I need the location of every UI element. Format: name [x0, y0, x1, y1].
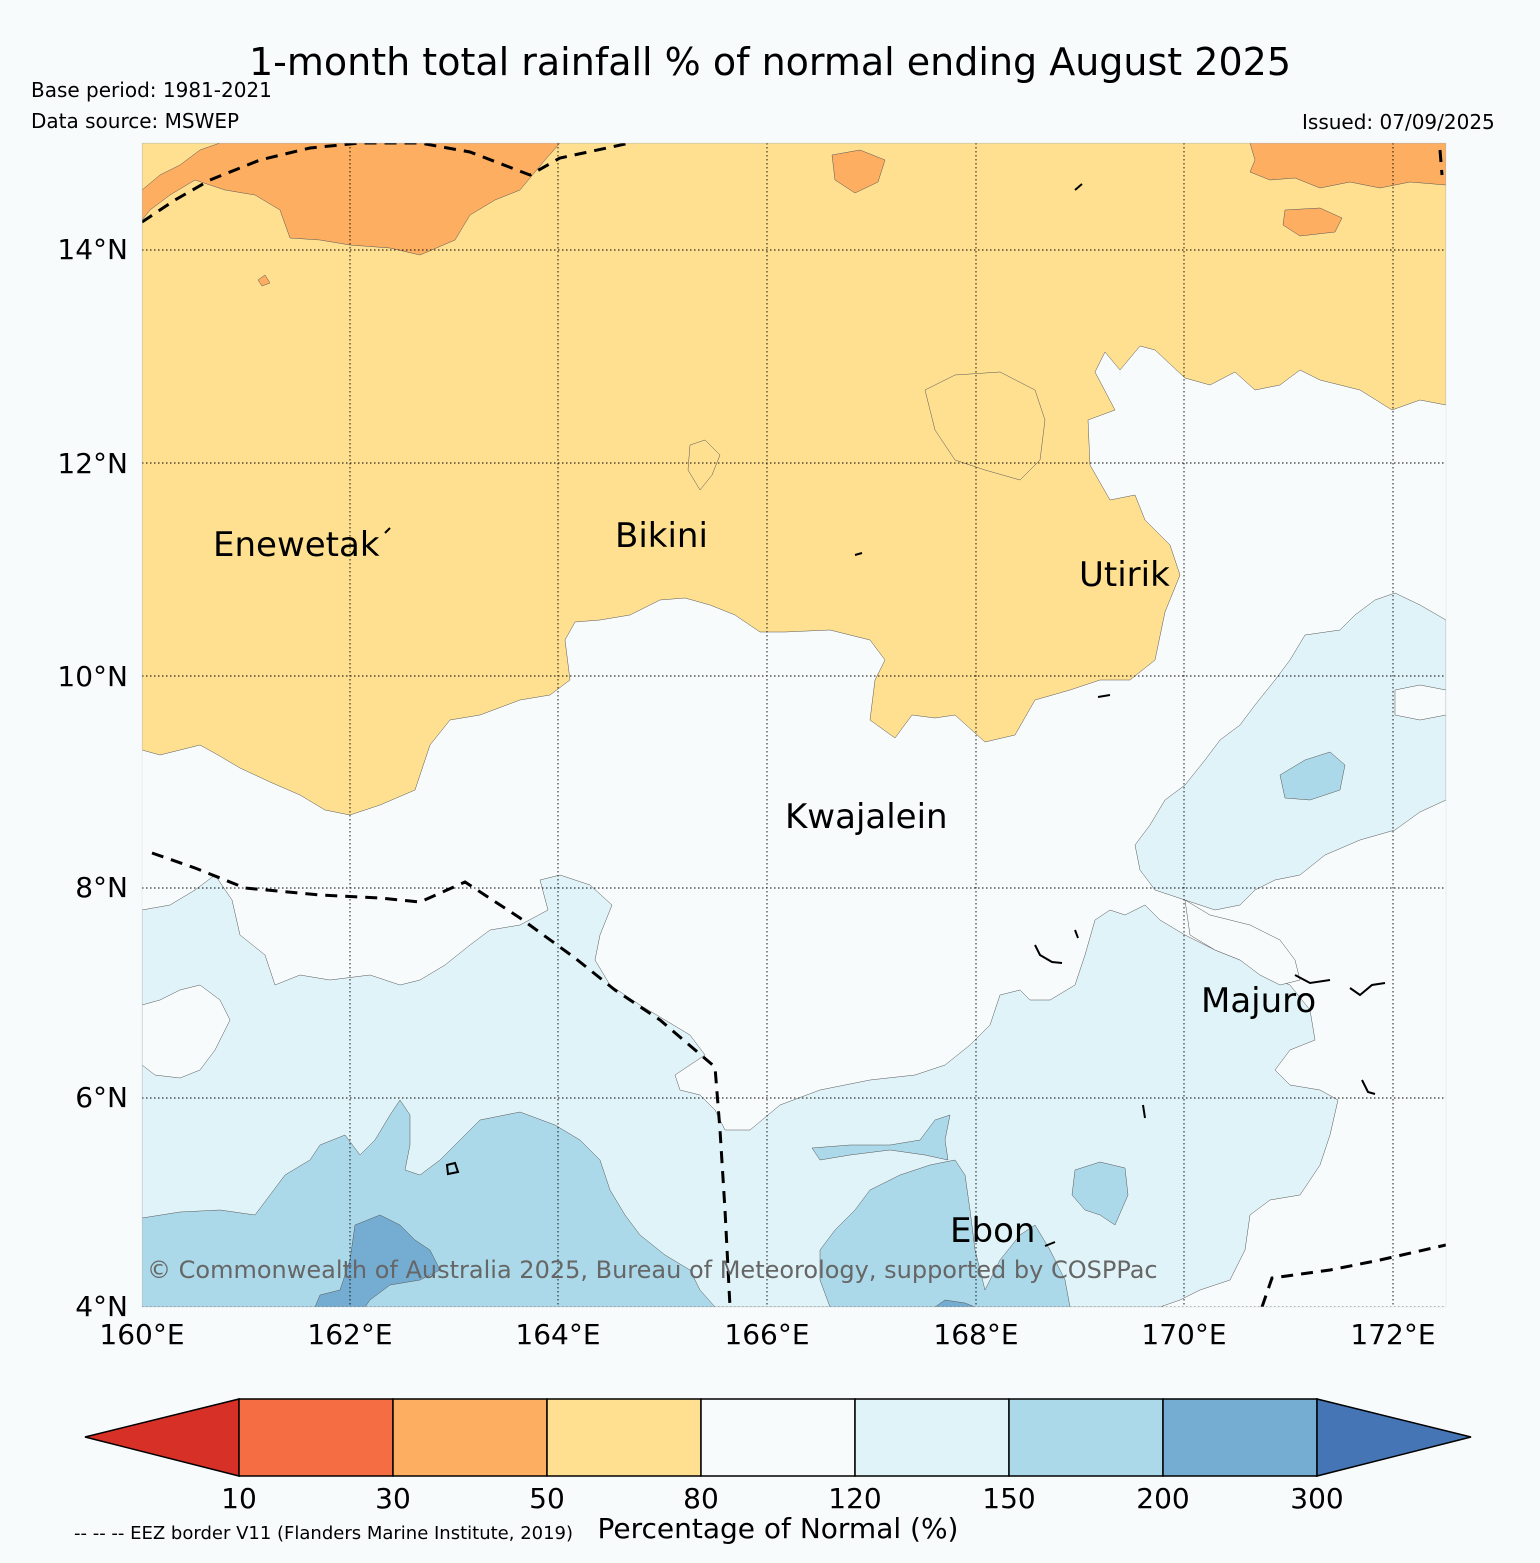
lat-tick-8n: 8°N — [75, 871, 128, 904]
rainfall-field — [142, 143, 1446, 1307]
map-frame — [141, 142, 1447, 1308]
place-label-utirik: Utirik — [1079, 555, 1170, 595]
place-label-bikini: Bikini — [615, 516, 708, 556]
lon-tick-162e: 162°E — [307, 1318, 392, 1351]
lat-tick-14n: 14°N — [57, 233, 128, 266]
lon-tick-172e: 172°E — [1350, 1318, 1435, 1351]
band-150-200-patch-b — [1279, 751, 1346, 801]
band-200-300 — [314, 1214, 441, 1307]
colorbar-segment-50-80 — [546, 1398, 702, 1477]
band-30-50 — [142, 143, 561, 256]
band-50-80-north — [142, 143, 1446, 816]
lat-tick-4n: 4°N — [75, 1290, 128, 1323]
band-150-200-center — [819, 1159, 1071, 1307]
place-label-majuro: Majuro — [1201, 981, 1316, 1021]
base-period: Base period: 1981-2021 — [31, 78, 272, 102]
place-label-kwajalein: Kwajalein — [785, 797, 948, 837]
colorbar-segment-200-300 — [1162, 1398, 1318, 1477]
colorbar-segment-80-120 — [700, 1398, 856, 1477]
colorbar-label-50: 50 — [529, 1482, 565, 1515]
colorbar-label-30: 30 — [375, 1482, 411, 1515]
colorbar-extend-high — [1316, 1398, 1472, 1477]
colorbar-label-150: 150 — [982, 1482, 1035, 1515]
band-30-50-patch-d — [257, 274, 271, 287]
colorbar-extend-low — [84, 1398, 240, 1477]
band-80-120-hole-a — [1184, 899, 1301, 986]
lat-tick-6n: 6°N — [75, 1081, 128, 1114]
colorbar-label-200: 200 — [1136, 1482, 1189, 1515]
band-30-50-patch-a — [831, 149, 886, 194]
band-150-200-strip — [811, 1114, 951, 1161]
eez-border — [142, 143, 1446, 1307]
issued-date: Issued: 07/09/2025 — [1302, 110, 1495, 134]
band-150-200-patch-a — [1071, 1161, 1129, 1226]
colorbar-label-80: 80 — [683, 1482, 719, 1515]
colorbar-label-10: 10 — [221, 1482, 257, 1515]
band-30-50-patch-c — [1282, 207, 1343, 237]
band-200-300-b — [934, 1299, 976, 1307]
band-80-120-hole-c — [1394, 684, 1446, 721]
colorbar-segment-30-50 — [392, 1398, 548, 1477]
place-label-ebon: Ebon — [950, 1211, 1035, 1251]
lon-tick-164e: 164°E — [515, 1318, 600, 1351]
lat-tick-10n: 10°N — [57, 660, 128, 693]
colorbar-segment-150-200 — [1008, 1398, 1164, 1477]
page-title: 1-month total rainfall % of normal endin… — [249, 40, 1291, 84]
band-120-150-east — [1134, 592, 1446, 911]
colorbar-label-120: 120 — [828, 1482, 881, 1515]
atoll-outlines — [384, 183, 1386, 1247]
band-80-120-hole-b — [142, 984, 231, 1079]
band-150-200-west — [142, 1099, 716, 1307]
lon-tick-160e: 160°E — [99, 1318, 184, 1351]
colorbar-segment-10-30 — [238, 1398, 394, 1477]
map-gridlines — [142, 143, 1446, 1307]
data-source: Data source: MSWEP — [31, 109, 240, 133]
lon-tick-168e: 168°E — [933, 1318, 1018, 1351]
lon-tick-166e: 166°E — [724, 1318, 809, 1351]
lat-tick-12n: 12°N — [57, 447, 128, 480]
lon-tick-170e: 170°E — [1141, 1318, 1226, 1351]
band-30-50-patch-b — [1249, 143, 1446, 189]
copyright-watermark: © Commonwealth of Australia 2025, Bureau… — [147, 1256, 1158, 1284]
eez-footnote: -- -- -- EEZ border V11 (Flanders Marine… — [74, 1523, 574, 1544]
colorbar-label-300: 300 — [1290, 1482, 1343, 1515]
colorbar-segment-120-150 — [854, 1398, 1010, 1477]
colorbar-title: Percentage of Normal (%) — [598, 1512, 959, 1545]
colorbar — [84, 1398, 1472, 1477]
place-label-enewetak: Enewetak — [213, 525, 380, 565]
